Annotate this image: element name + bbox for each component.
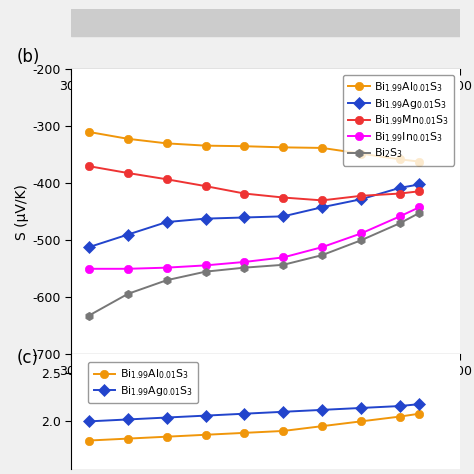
Bi$_{1.99}$Mn$_{0.01}$S$_3$	[319, 198, 325, 203]
Bi$_{1.99}$Ag$_{0.01}$S$_3$	[125, 417, 131, 422]
Line: Bi$_{1.99}$In$_{0.01}$S$_3$: Bi$_{1.99}$In$_{0.01}$S$_3$	[85, 203, 424, 273]
Bi$_{1.99}$Al$_{0.01}$S$_3$	[358, 419, 364, 424]
Bi$_2$S$_3$	[281, 262, 286, 268]
Bi$_{1.99}$In$_{0.01}$S$_3$	[397, 213, 403, 219]
Bi$_{1.99}$Ag$_{0.01}$S$_3$	[281, 213, 286, 219]
Bi$_2$S$_3$	[397, 220, 403, 226]
Bi$_{1.99}$In$_{0.01}$S$_3$	[125, 266, 131, 272]
Bi$_{1.99}$Mn$_{0.01}$S$_3$	[397, 191, 403, 196]
Bi$_{1.99}$Al$_{0.01}$S$_3$	[397, 156, 403, 162]
Bi$_{1.99}$In$_{0.01}$S$_3$	[86, 266, 92, 272]
Bi$_{1.99}$In$_{0.01}$S$_3$	[203, 263, 209, 268]
Bi$_{1.99}$Mn$_{0.01}$S$_3$	[125, 170, 131, 176]
Bi$_{1.99}$Al$_{0.01}$S$_3$	[319, 145, 325, 151]
Bi$_{1.99}$Al$_{0.01}$S$_3$	[417, 411, 422, 417]
Bi$_{1.99}$Ag$_{0.01}$S$_3$	[242, 411, 247, 417]
Bi$_{1.99}$Al$_{0.01}$S$_3$	[397, 414, 403, 419]
X-axis label: Temperature (K): Temperature (K)	[209, 382, 322, 396]
Bi$_{1.99}$Ag$_{0.01}$S$_3$	[397, 403, 403, 409]
Bi$_{1.99}$Ag$_{0.01}$S$_3$	[358, 405, 364, 411]
Bi$_2$S$_3$	[242, 265, 247, 271]
Bi$_{1.99}$Mn$_{0.01}$S$_3$	[203, 183, 209, 189]
Bi$_{1.99}$Ag$_{0.01}$S$_3$	[125, 232, 131, 237]
Text: (c): (c)	[17, 348, 39, 366]
Bi$_{1.99}$Al$_{0.01}$S$_3$	[164, 434, 170, 439]
Bi$_{1.99}$Al$_{0.01}$S$_3$	[358, 151, 364, 156]
Legend: Bi$_{1.99}$Al$_{0.01}$S$_3$, Bi$_{1.99}$Ag$_{0.01}$S$_3$: Bi$_{1.99}$Al$_{0.01}$S$_3$, Bi$_{1.99}$…	[88, 362, 198, 403]
Bi$_{1.99}$Mn$_{0.01}$S$_3$	[86, 164, 92, 169]
Bi$_{1.99}$Al$_{0.01}$S$_3$	[164, 140, 170, 146]
Bi$_{1.99}$Mn$_{0.01}$S$_3$	[242, 191, 247, 196]
Bi$_{1.99}$Ag$_{0.01}$S$_3$	[242, 215, 247, 220]
Bi$_{1.99}$Ag$_{0.01}$S$_3$	[203, 413, 209, 419]
Bi$_{1.99}$Ag$_{0.01}$S$_3$	[319, 407, 325, 413]
Bi$_{1.99}$Al$_{0.01}$S$_3$	[417, 159, 422, 164]
Y-axis label: S (μV/K): S (μV/K)	[16, 184, 29, 240]
Bi$_{1.99}$Mn$_{0.01}$S$_3$	[358, 193, 364, 199]
Bi$_{1.99}$Ag$_{0.01}$S$_3$	[358, 196, 364, 202]
Bi$_{1.99}$Ag$_{0.01}$S$_3$	[397, 185, 403, 191]
Bi$_{1.99}$Ag$_{0.01}$S$_3$	[417, 401, 422, 407]
Bi$_{1.99}$Al$_{0.01}$S$_3$	[86, 438, 92, 443]
Bi$_{1.99}$In$_{0.01}$S$_3$	[319, 244, 325, 250]
Bi$_{1.99}$Al$_{0.01}$S$_3$	[242, 143, 247, 149]
Bi$_{1.99}$In$_{0.01}$S$_3$	[281, 255, 286, 260]
Bi$_{1.99}$Al$_{0.01}$S$_3$	[281, 428, 286, 434]
Text: (b): (b)	[17, 48, 40, 66]
Bi$_{1.99}$Mn$_{0.01}$S$_3$	[164, 176, 170, 182]
Bi$_{1.99}$In$_{0.01}$S$_3$	[164, 265, 170, 271]
Line: Bi$_{1.99}$Ag$_{0.01}$S$_3$: Bi$_{1.99}$Ag$_{0.01}$S$_3$	[85, 400, 424, 426]
Bi$_2$S$_3$	[358, 237, 364, 243]
Bi$_{1.99}$Al$_{0.01}$S$_3$	[242, 430, 247, 436]
Bi$_{1.99}$Ag$_{0.01}$S$_3$	[86, 244, 92, 250]
Bi$_2$S$_3$	[319, 252, 325, 258]
Bi$_{1.99}$Ag$_{0.01}$S$_3$	[164, 415, 170, 420]
Bi$_2$S$_3$	[86, 313, 92, 319]
Bi$_2$S$_3$	[417, 210, 422, 216]
X-axis label: Temperature (K): Temperature (K)	[209, 95, 322, 109]
Bi$_{1.99}$Ag$_{0.01}$S$_3$	[86, 419, 92, 424]
Bi$_2$S$_3$	[203, 269, 209, 274]
Bi$_{1.99}$Ag$_{0.01}$S$_3$	[417, 182, 422, 187]
Bi$_{1.99}$Al$_{0.01}$S$_3$	[125, 136, 131, 142]
Bi$_2$S$_3$	[164, 277, 170, 283]
Bi$_{1.99}$Al$_{0.01}$S$_3$	[125, 436, 131, 441]
Line: Bi$_{1.99}$Mn$_{0.01}$S$_3$: Bi$_{1.99}$Mn$_{0.01}$S$_3$	[85, 162, 424, 205]
Bi$_{1.99}$Mn$_{0.01}$S$_3$	[417, 188, 422, 194]
Bi$_{1.99}$Ag$_{0.01}$S$_3$	[281, 409, 286, 415]
Line: Bi$_{1.99}$Al$_{0.01}$S$_3$: Bi$_{1.99}$Al$_{0.01}$S$_3$	[85, 128, 424, 166]
Bi$_{1.99}$Mn$_{0.01}$S$_3$	[281, 195, 286, 201]
Bi$_{1.99}$Al$_{0.01}$S$_3$	[319, 423, 325, 429]
Bi$_{1.99}$In$_{0.01}$S$_3$	[417, 204, 422, 210]
Line: Bi$_{1.99}$Al$_{0.01}$S$_3$: Bi$_{1.99}$Al$_{0.01}$S$_3$	[85, 410, 424, 445]
Bi$_{1.99}$Al$_{0.01}$S$_3$	[86, 129, 92, 135]
Bi$_{1.99}$Al$_{0.01}$S$_3$	[203, 143, 209, 148]
Bi$_{1.99}$In$_{0.01}$S$_3$	[358, 231, 364, 237]
Bi$_{1.99}$Al$_{0.01}$S$_3$	[203, 432, 209, 438]
Bi$_2$S$_3$	[125, 291, 131, 297]
Bi$_{1.99}$Ag$_{0.01}$S$_3$	[164, 219, 170, 225]
Line: Bi$_2$S$_3$: Bi$_2$S$_3$	[85, 209, 424, 320]
Bar	[71, 9, 460, 36]
Line: Bi$_{1.99}$Ag$_{0.01}$S$_3$: Bi$_{1.99}$Ag$_{0.01}$S$_3$	[85, 180, 424, 251]
Bi$_{1.99}$Al$_{0.01}$S$_3$	[281, 145, 286, 150]
Bi$_{1.99}$Ag$_{0.01}$S$_3$	[319, 204, 325, 210]
Bi$_{1.99}$In$_{0.01}$S$_3$	[242, 259, 247, 265]
Legend: Bi$_{1.99}$Al$_{0.01}$S$_3$, Bi$_{1.99}$Ag$_{0.01}$S$_3$, Bi$_{1.99}$Mn$_{0.01}$: Bi$_{1.99}$Al$_{0.01}$S$_3$, Bi$_{1.99}$…	[343, 75, 455, 165]
Bi$_{1.99}$Ag$_{0.01}$S$_3$	[203, 216, 209, 221]
